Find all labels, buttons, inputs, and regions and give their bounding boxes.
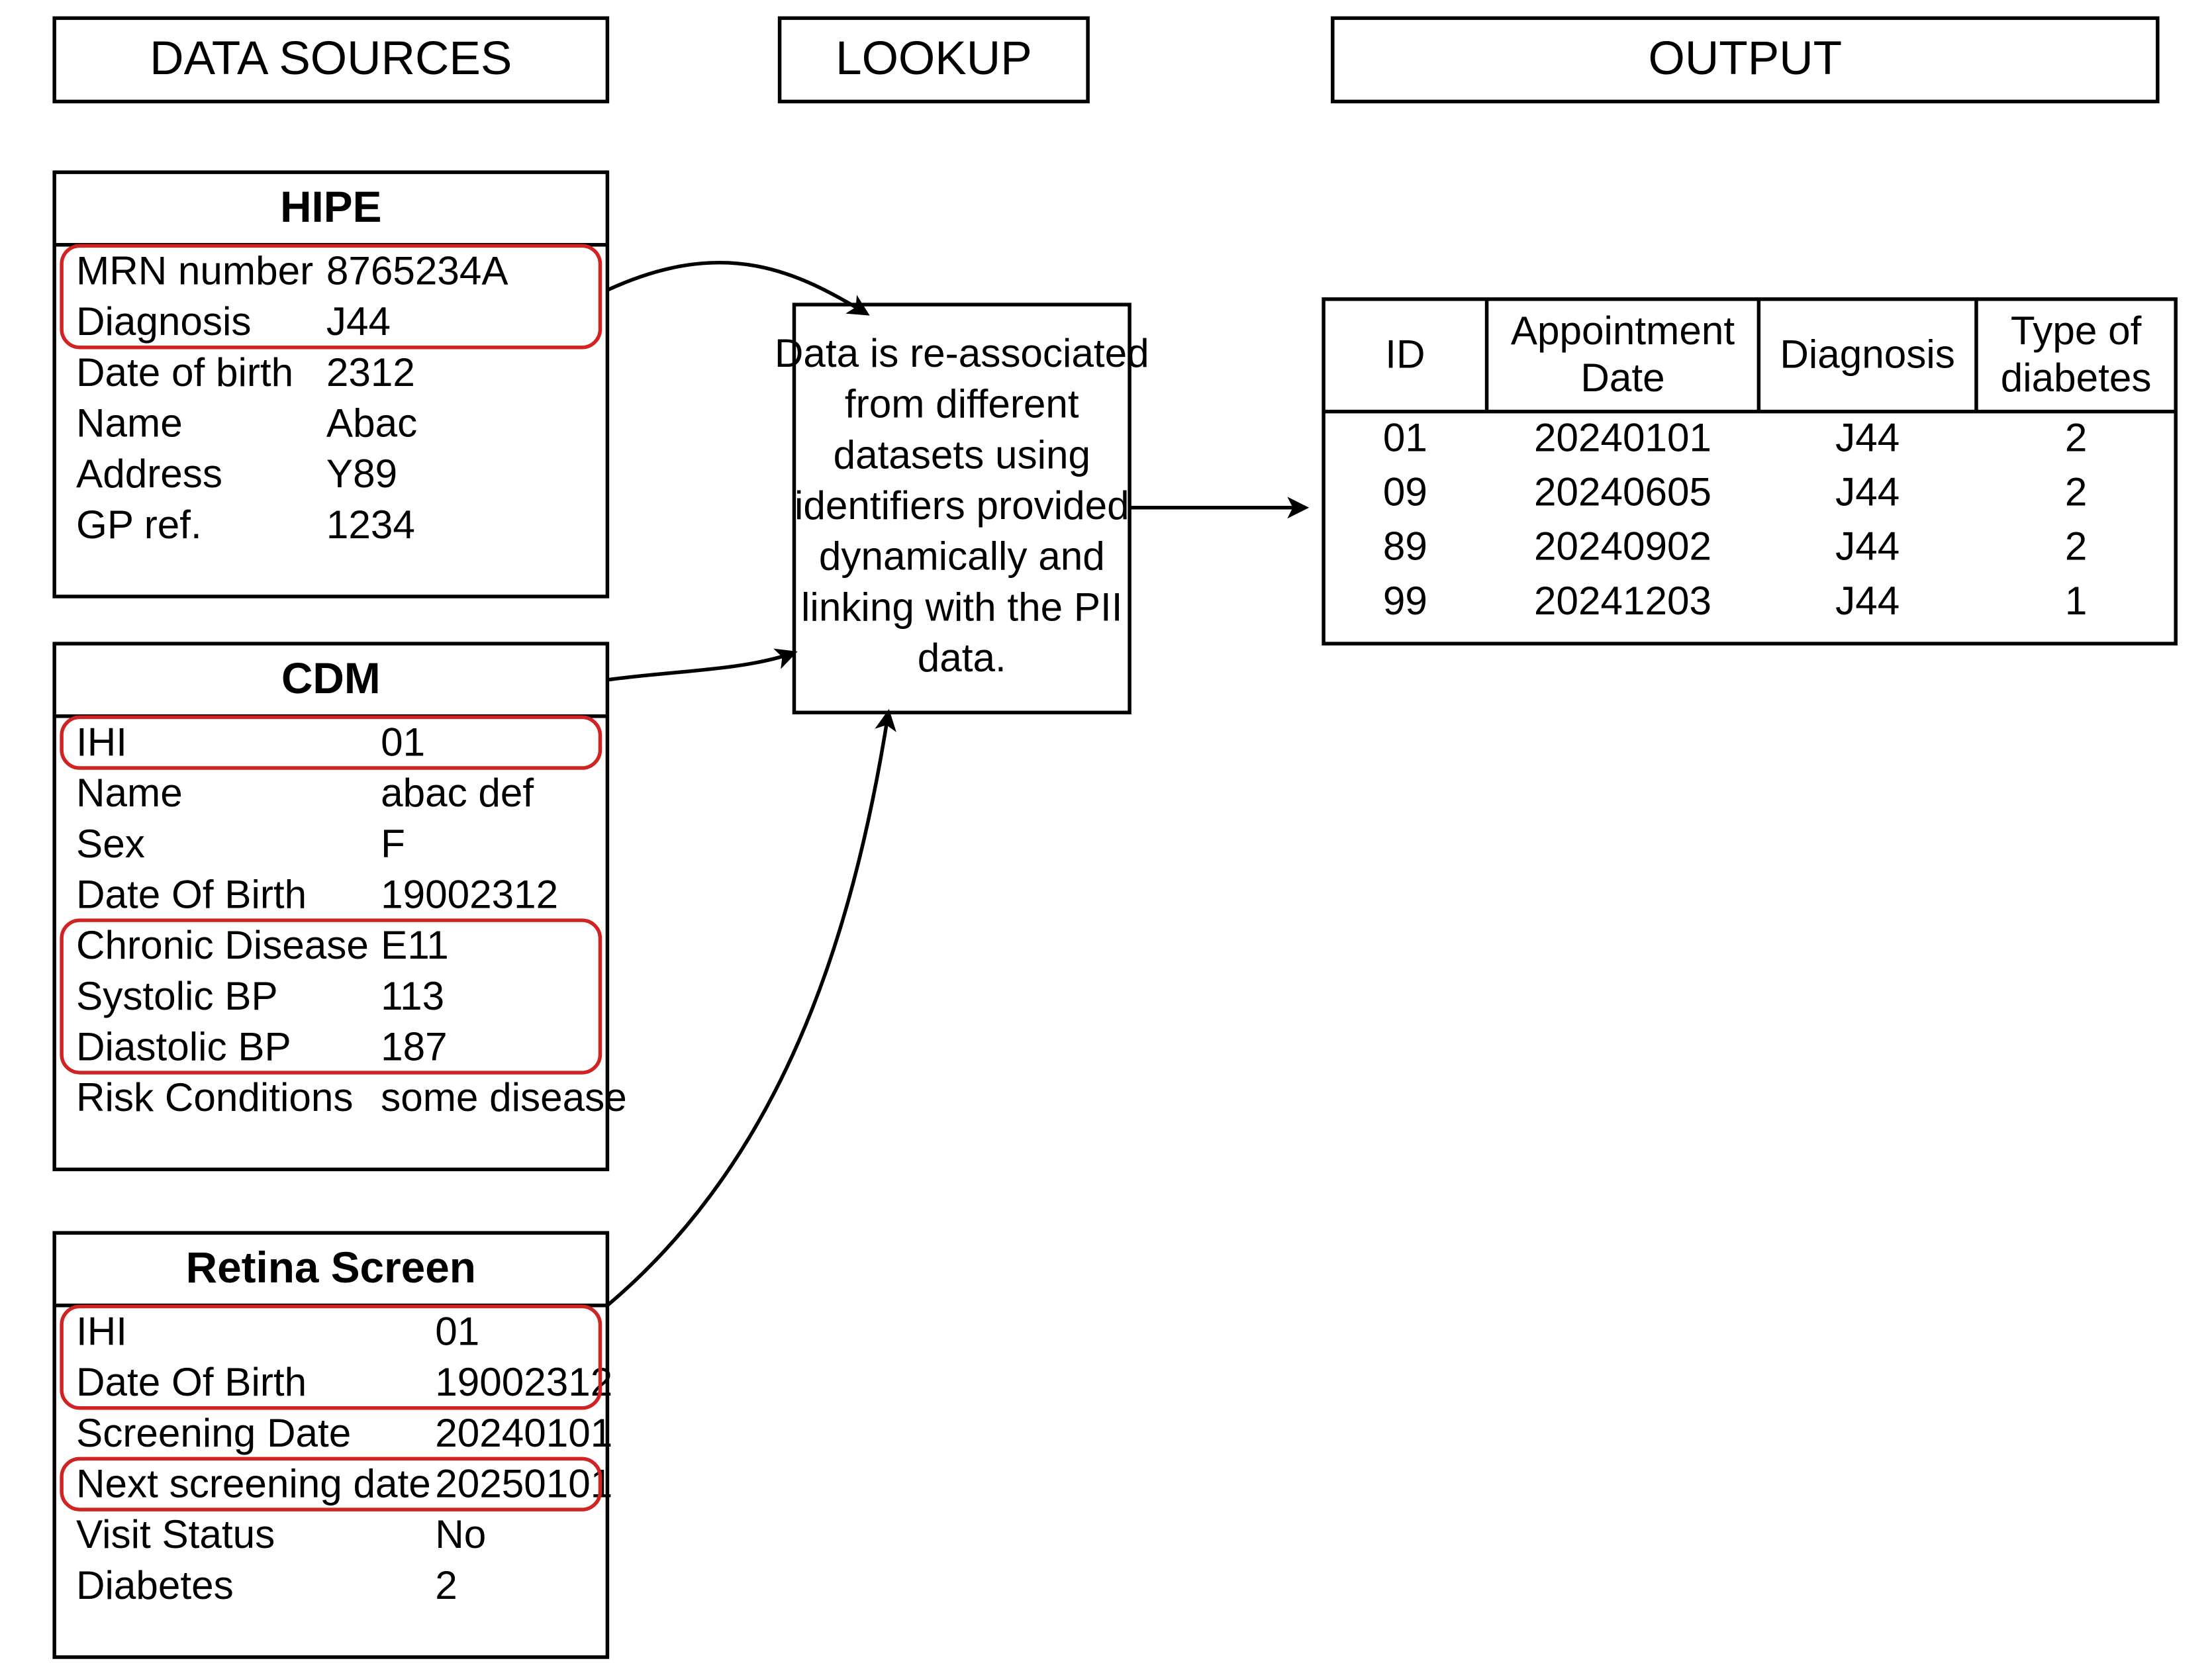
- field-label: Screening Date: [76, 1410, 351, 1455]
- field-value: 187: [381, 1024, 448, 1069]
- output-cell: 99: [1383, 578, 1427, 623]
- output-cell: 09: [1383, 469, 1427, 514]
- section-header: OUTPUT: [1333, 18, 2158, 101]
- field-label: Sex: [76, 821, 145, 866]
- field-label: Date of birth: [76, 350, 293, 395]
- field-label: Diagnosis: [76, 299, 251, 344]
- source-card: Retina Screen IHI 01 Date Of Birth 19002312 S…: [54, 1233, 612, 1657]
- field-value: some disease: [381, 1075, 627, 1120]
- output-column-header: Date: [1580, 355, 1664, 400]
- source-card: CDM IHI 01 Name abac def Sex F Date Of Birth 190…: [54, 644, 627, 1169]
- section-header-label: LOOKUP: [836, 32, 1032, 85]
- field-value: 19002312: [381, 871, 558, 916]
- field-label: GP ref.: [76, 502, 202, 547]
- lookup-text-line: data.: [918, 635, 1006, 680]
- field-label: Systolic BP: [76, 973, 278, 1018]
- output-cell: 2: [2065, 469, 2088, 514]
- field-label: IHI: [76, 1308, 127, 1353]
- field-value: 113: [381, 973, 444, 1018]
- output-cell: 20240101: [1534, 414, 1711, 459]
- output-cell: 20241203: [1534, 578, 1711, 623]
- output-cell: J44: [1835, 414, 1899, 459]
- output-cell: 20240605: [1534, 469, 1711, 514]
- field-value: Y89: [326, 451, 397, 496]
- output-cell: 2: [2065, 414, 2088, 459]
- section-header-label: OUTPUT: [1649, 32, 1843, 85]
- source-title: HIPE: [280, 183, 381, 231]
- field-value: 2312: [326, 350, 415, 395]
- output-cell: 20240902: [1534, 524, 1711, 569]
- lookup-text-line: from different: [845, 381, 1079, 426]
- field-value: F: [381, 821, 405, 866]
- lookup-text-line: identifiers provided: [794, 483, 1130, 528]
- output-cell: 1: [2065, 578, 2088, 623]
- field-label: Chronic Disease: [76, 922, 369, 967]
- field-value: 2: [435, 1562, 457, 1607]
- source-title: CDM: [281, 654, 381, 702]
- field-value: 1234: [326, 502, 415, 547]
- field-label: Name: [76, 770, 183, 815]
- field-label: Next screening date: [76, 1460, 431, 1506]
- lookup-text-line: linking with the PII: [801, 584, 1122, 629]
- section-header: LOOKUP: [780, 18, 1088, 101]
- output-column-header: Appointment: [1511, 308, 1735, 353]
- field-value: Abac: [326, 400, 417, 445]
- field-value: 20250101: [435, 1460, 612, 1506]
- output-cell: J44: [1835, 578, 1899, 623]
- field-label: IHI: [76, 719, 127, 764]
- field-value: 01: [381, 719, 425, 764]
- source-title: Retina Screen: [186, 1243, 476, 1292]
- source-card: HIPE MRN number 8765234A Diagnosis J44 Date o…: [54, 172, 607, 597]
- lookup-text-line: Data is re-associated: [775, 330, 1149, 375]
- field-value: J44: [326, 299, 391, 344]
- section-header: DATA SOURCES: [54, 18, 607, 101]
- output-cell: J44: [1835, 469, 1899, 514]
- field-label: Address: [76, 451, 222, 496]
- field-value: 20240101: [435, 1410, 612, 1455]
- output-cell: J44: [1835, 524, 1899, 569]
- field-value: abac def: [381, 770, 534, 815]
- field-value: 01: [435, 1308, 479, 1353]
- output-column-header: Type of: [2011, 308, 2142, 353]
- field-value: 8765234A: [326, 248, 508, 293]
- field-label: Date Of Birth: [76, 1359, 307, 1404]
- lookup-box: Data is re-associated from different datas…: [775, 305, 1149, 712]
- field-label: Risk Conditions: [76, 1075, 353, 1120]
- output-cell: 01: [1383, 414, 1427, 459]
- field-value: 19002312: [435, 1359, 612, 1404]
- field-label: Diastolic BP: [76, 1024, 291, 1069]
- section-header-label: DATA SOURCES: [150, 32, 512, 85]
- field-value: E11: [381, 922, 449, 967]
- output-column-header: diabetes: [2001, 355, 2152, 400]
- lookup-text-line: datasets using: [834, 432, 1090, 477]
- field-label: Visit Status: [76, 1511, 275, 1556]
- lookup-text-line: dynamically and: [819, 534, 1105, 579]
- field-label: Diabetes: [76, 1562, 234, 1607]
- output-column-header: ID: [1385, 331, 1425, 376]
- field-value: No: [435, 1511, 486, 1556]
- field-label: Date Of Birth: [76, 871, 307, 916]
- field-label: Name: [76, 400, 183, 445]
- field-label: MRN number: [76, 248, 313, 293]
- output-cell: 89: [1383, 524, 1427, 569]
- output-cell: 2: [2065, 524, 2088, 569]
- output-column-header: Diagnosis: [1780, 331, 1955, 376]
